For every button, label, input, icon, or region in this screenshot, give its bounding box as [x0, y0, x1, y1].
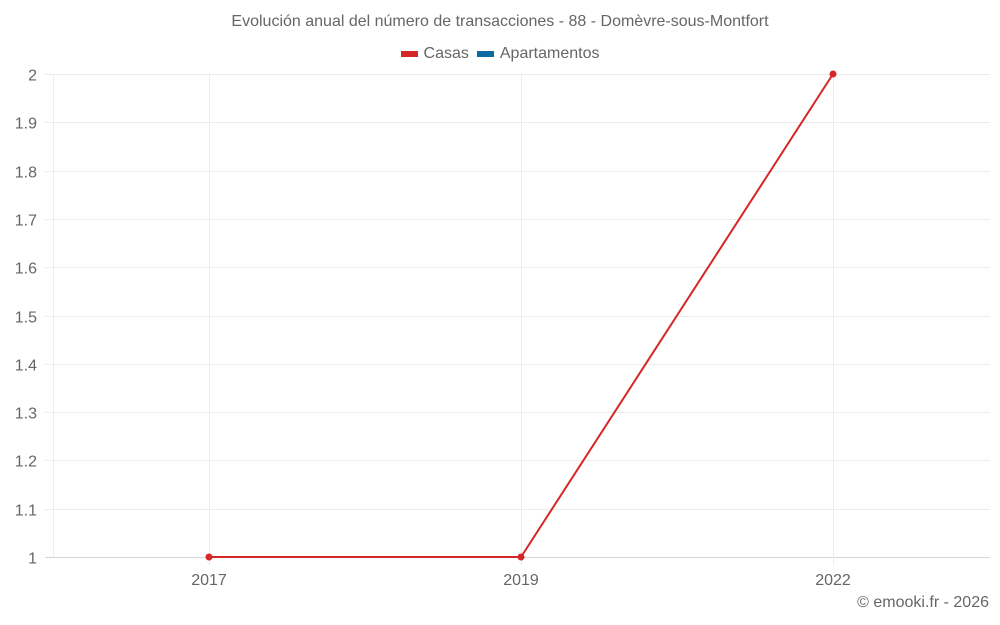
legend-item-apartamentos[interactable]: Apartamentos — [476, 45, 600, 63]
x-tick-label: 2017 — [191, 572, 227, 589]
legend-label-apartamentos: Apartamentos — [499, 45, 600, 62]
y-tick-label: 1.7 — [15, 213, 37, 230]
y-tick-label: 1.2 — [15, 454, 37, 471]
grid-lines — [45, 74, 990, 565]
y-tick-label: 1.4 — [15, 358, 37, 375]
y-axis: 1 1.1 1.2 1.3 1.4 1.5 1.6 1.7 1.8 1.9 2 — [15, 68, 37, 568]
chart-legend: Casas Apartamentos — [0, 45, 1000, 63]
legend-label-casas: Casas — [423, 45, 469, 62]
chart-title: Evolución anual del número de transaccio… — [231, 13, 769, 30]
copyright-credit: © emooki.fr - 2026 — [857, 594, 989, 611]
series-casas — [205, 70, 837, 561]
x-tick-label: 2022 — [815, 572, 851, 589]
y-tick-label: 2 — [28, 68, 37, 85]
y-tick-label: 1.3 — [15, 406, 37, 423]
y-tick-label: 1.5 — [15, 310, 37, 327]
y-tick-label: 1.6 — [15, 261, 37, 278]
x-tick-label: 2019 — [503, 572, 539, 589]
data-point[interactable] — [205, 553, 213, 561]
data-point[interactable] — [829, 70, 837, 78]
y-tick-label: 1.1 — [15, 503, 37, 520]
x-axis: 2017 2019 2022 — [191, 572, 851, 589]
legend-item-casas[interactable]: Casas — [400, 45, 469, 63]
y-tick-label: 1.9 — [15, 116, 37, 133]
y-tick-label: 1.8 — [15, 165, 37, 182]
y-tick-label: 1 — [28, 551, 37, 568]
data-point[interactable] — [517, 553, 525, 561]
legend-swatch-apartamentos — [476, 51, 494, 57]
legend-swatch-casas — [400, 51, 418, 57]
